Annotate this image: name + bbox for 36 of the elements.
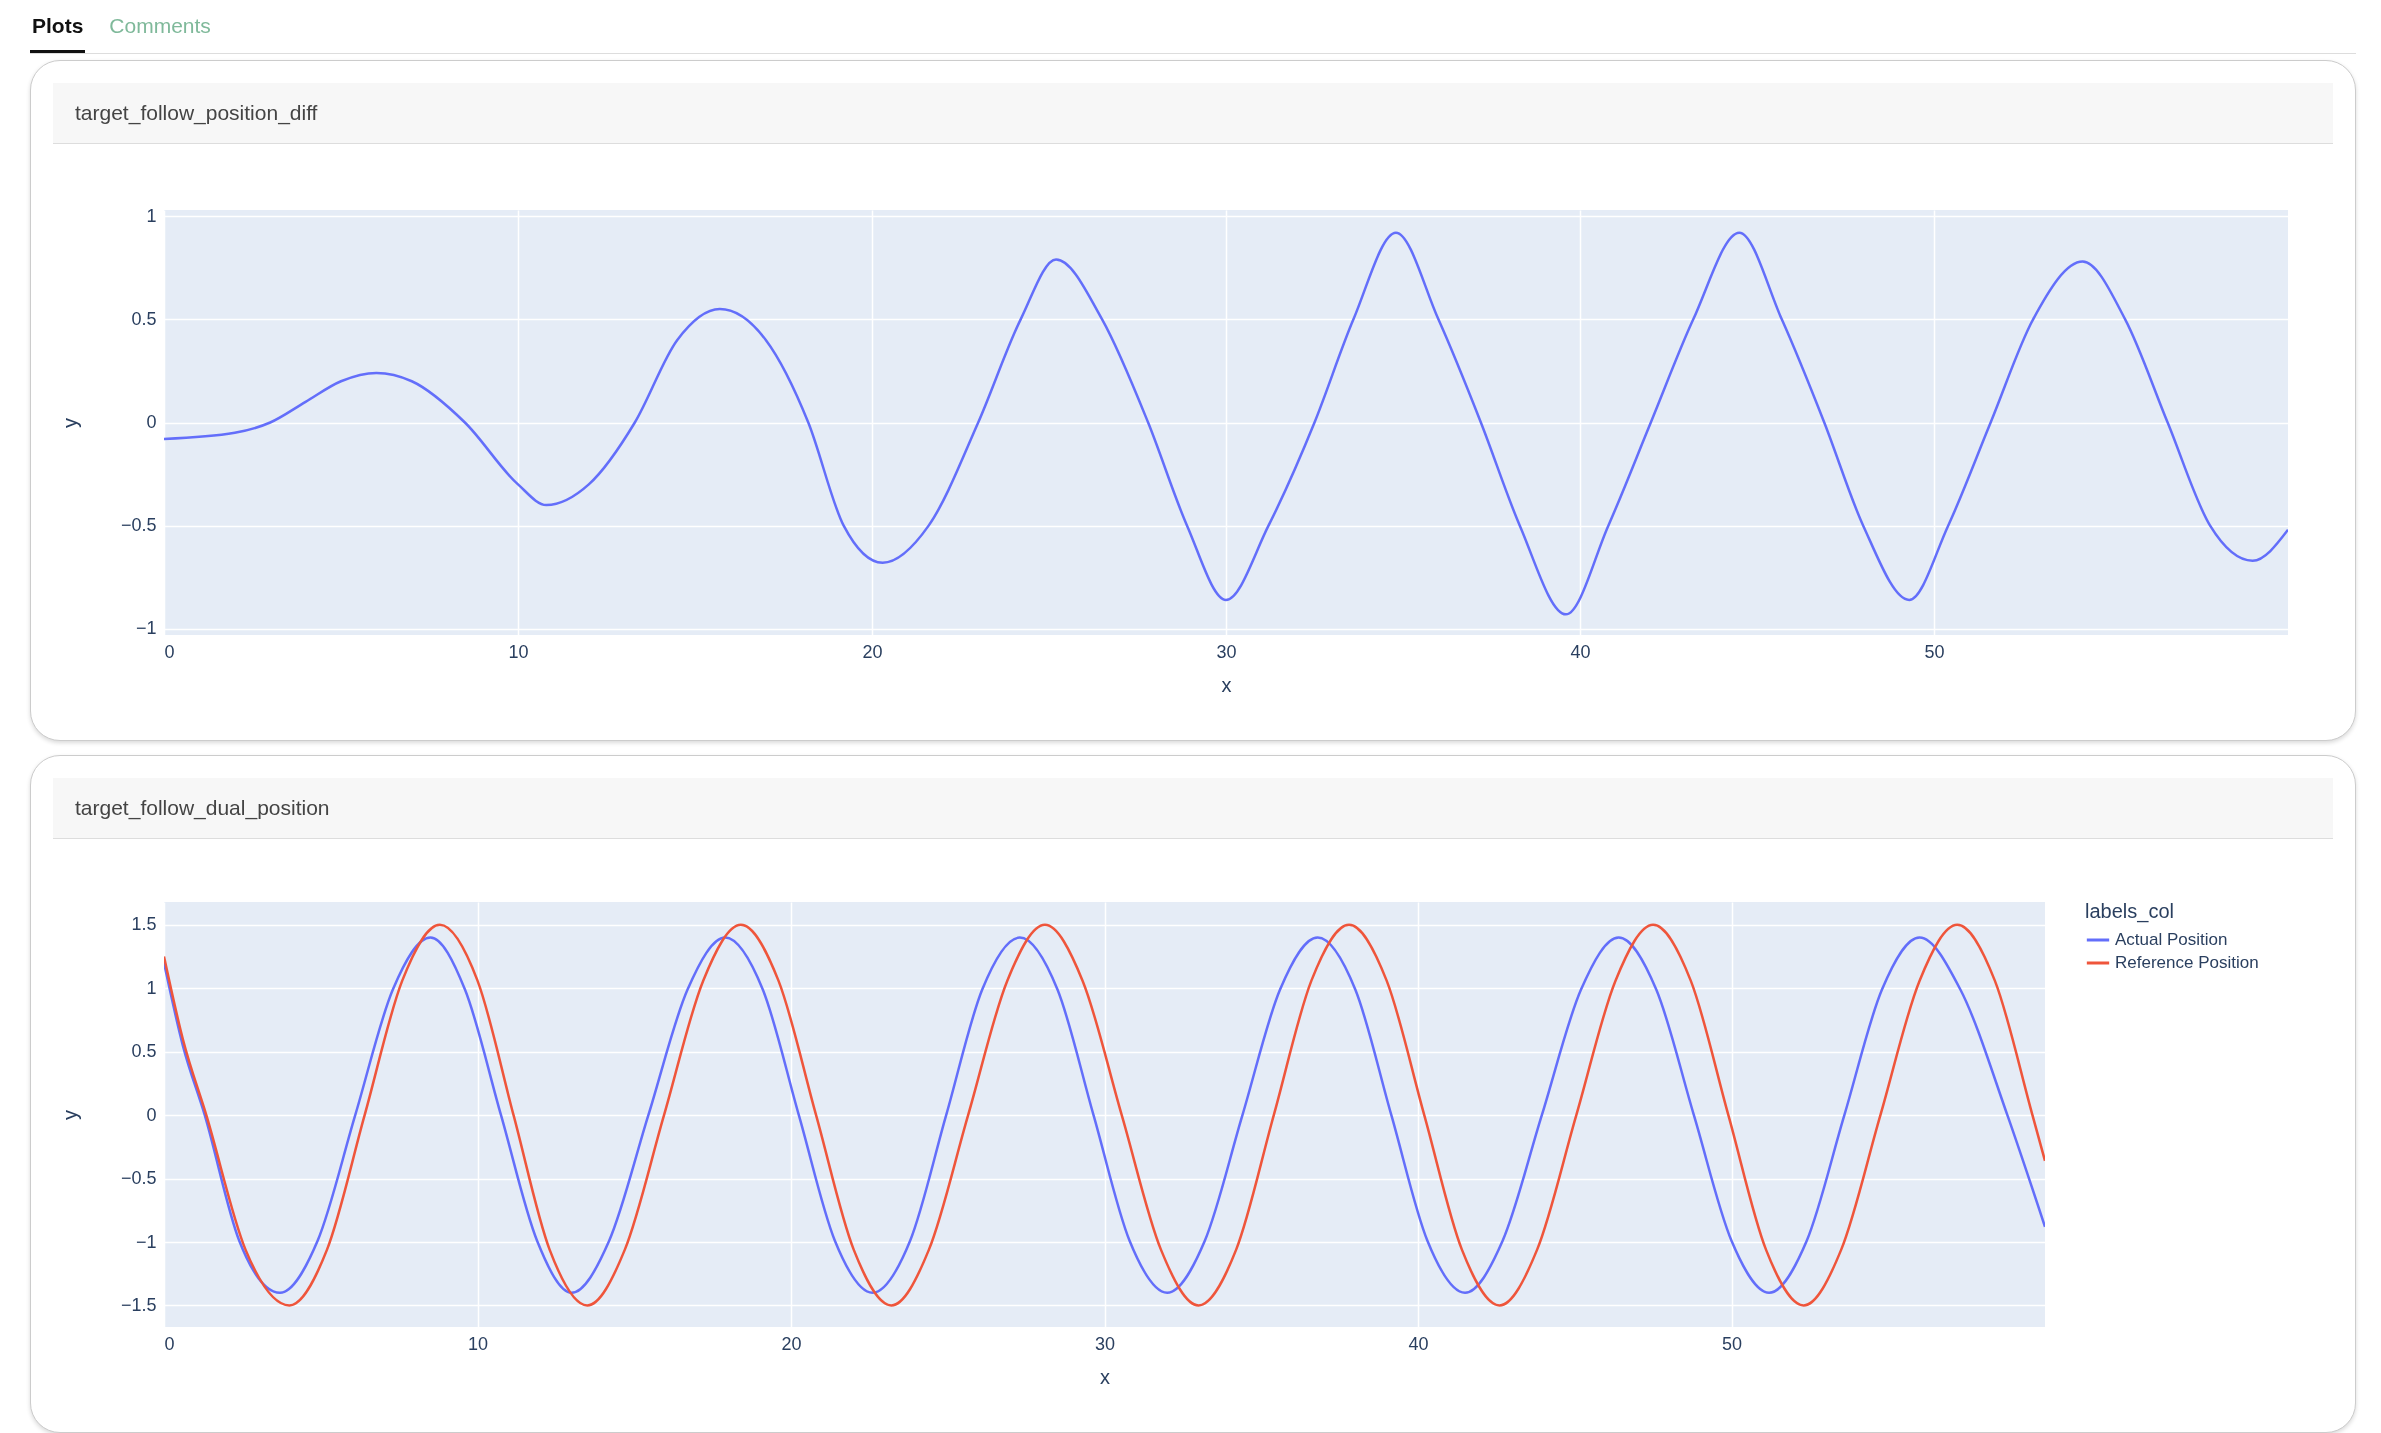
text: Comments — [108, 13, 212, 39]
chart-title: target_follow_dual_position — [53, 778, 2333, 839]
y-tick-label: 1 — [146, 205, 157, 226]
x-axis-title: x — [1100, 1365, 1110, 1388]
x-tick-label: 20 — [862, 641, 883, 662]
line-series — [164, 231, 2288, 616]
legend-label: Actual Position — [2115, 930, 2228, 949]
text: Plots — [30, 8, 86, 53]
x-tick-label: 10 — [467, 1333, 489, 1354]
y-tick-label: −1.5 — [120, 1294, 157, 1315]
chart-title: target_follow_position_diff — [53, 83, 2333, 144]
y-tick-label: −0.5 — [120, 515, 157, 536]
x-tick-label: 50 — [1721, 1333, 1743, 1354]
x-tick-label: 40 — [1408, 1333, 1429, 1354]
y-tick-label: 0 — [146, 412, 157, 432]
legend-title: labels_col — [2085, 900, 2174, 923]
x-tick-label: 50 — [1924, 641, 1945, 662]
x-tick-label: 30 — [1216, 641, 1237, 662]
y-tick-label: 0.5 — [131, 308, 157, 329]
y-axis-title: y — [58, 1110, 81, 1120]
y-tick-label: 1.5 — [131, 914, 157, 935]
x-tick-label: 0 — [164, 641, 175, 662]
x-tick-label: 10 — [508, 641, 529, 662]
y-tick-label: −1 — [135, 618, 157, 639]
y-axis-title: y — [58, 418, 81, 428]
legend-label: Reference Position — [2115, 953, 2259, 972]
x-tick-label: 20 — [781, 1333, 802, 1354]
x-tick-label: 40 — [1570, 641, 1591, 662]
y-tick-label: −0.5 — [120, 1168, 157, 1189]
x-axis-title: x — [1221, 673, 1232, 696]
y-tick-label: 0 — [146, 1104, 157, 1125]
x-tick-label: 0 — [164, 1333, 175, 1354]
x-tick-label: 30 — [1094, 1333, 1116, 1354]
y-tick-label: 1 — [146, 977, 157, 998]
y-tick-label: 0.5 — [131, 1041, 157, 1062]
y-tick-label: −1 — [135, 1231, 157, 1252]
